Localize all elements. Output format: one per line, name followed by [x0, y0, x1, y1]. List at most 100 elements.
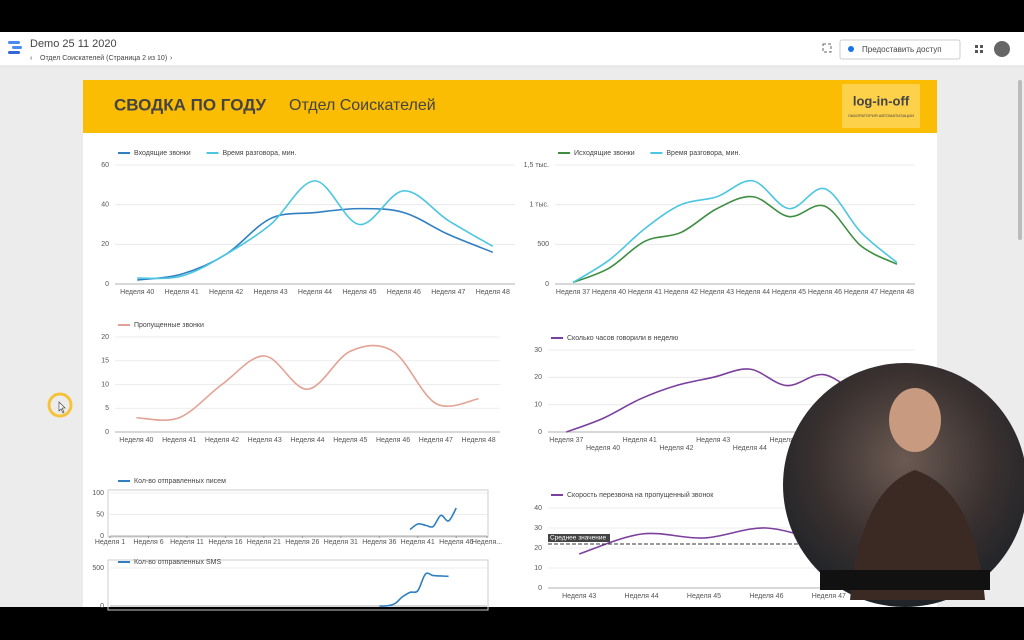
- y-tick-label: 500: [92, 565, 104, 572]
- series-line: [578, 527, 829, 555]
- x-tick-label: Неделя 40: [119, 437, 153, 444]
- x-tick-label: Неделя 42: [205, 437, 239, 444]
- x-tick-label: Неделя 46: [439, 539, 473, 546]
- x-tick-label: Неделя 43: [700, 289, 734, 296]
- x-tick-label: Неделя 41: [162, 437, 196, 444]
- x-tick-label: Неделя 44: [298, 289, 332, 296]
- logo: log-in-off: [853, 93, 910, 108]
- x-tick-label: Неделя 44: [733, 445, 767, 452]
- legend-label: Время разговора, мин.: [223, 150, 297, 157]
- y-tick-label: 60: [101, 162, 109, 169]
- series-line: [409, 507, 457, 531]
- y-tick-label: 0: [545, 281, 549, 288]
- y-tick-label: 500: [537, 241, 549, 248]
- y-tick-label: 0: [538, 429, 542, 436]
- x-tick-label: Неделя 47: [844, 289, 878, 296]
- x-tick-label: Неделя 46: [749, 593, 783, 600]
- x-tick-label: Неделя 47: [431, 289, 465, 296]
- y-tick-label: 20: [534, 545, 542, 552]
- x-tick-label: Неделя 42: [659, 445, 693, 452]
- x-tick-label: Неделя 41: [623, 437, 657, 444]
- series-line: [572, 180, 898, 284]
- x-tick-label: Неделя 36: [362, 539, 396, 546]
- y-tick-label: 100: [92, 490, 104, 497]
- scrollbar[interactable]: [1018, 80, 1022, 240]
- x-tick-label: Неделя 40: [592, 289, 626, 296]
- doc-title: Demo 25 11 2020: [30, 38, 117, 50]
- x-tick-label: Неделя 42: [209, 289, 243, 296]
- x-tick-label: Неделя 48: [476, 289, 510, 296]
- x-tick-label: Неделя 44: [290, 437, 324, 444]
- y-tick-label: 10: [101, 381, 109, 388]
- y-tick-label: 1,5 тыс.: [524, 162, 549, 169]
- report-header: [83, 80, 937, 133]
- cursor: [58, 401, 66, 414]
- reference-label-bg: [548, 534, 610, 542]
- y-tick-label: 30: [534, 347, 542, 354]
- legend-label: Время разговора, мин.: [666, 150, 740, 157]
- series-line: [572, 195, 898, 284]
- x-tick-label: Неделя 1: [95, 539, 125, 546]
- y-tick-label: 10: [534, 402, 542, 409]
- x-tick-label: Неделя 41: [401, 539, 435, 546]
- x-tick-label: Неделя 47: [419, 437, 453, 444]
- y-tick-label: 15: [101, 358, 109, 365]
- report-subtitle: Отдел Соискателей: [289, 97, 436, 114]
- legend-label: Исходящие звонки: [574, 150, 635, 157]
- apps-icon[interactable]: [975, 45, 983, 53]
- y-tick-label: 20: [101, 241, 109, 248]
- x-tick-label: Неделя 42: [664, 289, 698, 296]
- x-tick-label: Неделя 46: [808, 289, 842, 296]
- y-tick-label: 50: [96, 511, 104, 518]
- share-icon: [848, 46, 854, 52]
- cursor-highlight: [47, 392, 73, 418]
- x-tick-label: Неделя 40: [120, 289, 154, 296]
- legend-label: Кол-во отправленных SMS: [134, 559, 221, 566]
- y-tick-label: 0: [100, 533, 104, 540]
- x-tick-label: Неделя 47: [812, 593, 846, 600]
- logo-caption: ЛАБОРАТОРИЯ АВТОМАТИЗАЦИИ: [848, 113, 914, 118]
- x-tick-label: Неделя 45: [333, 437, 367, 444]
- y-tick-label: 20: [534, 374, 542, 381]
- legend-label: Входящие звонки: [134, 150, 191, 157]
- legend-label: Пропущенные звонки: [134, 322, 204, 329]
- fullscreen-icon[interactable]: [822, 43, 832, 53]
- breadcrumb-next[interactable]: ›: [170, 55, 173, 62]
- app-logo: [8, 41, 22, 54]
- logo-box: [842, 84, 920, 128]
- video-overlay: [783, 363, 1024, 607]
- x-tick-label: Неделя 44: [625, 593, 659, 600]
- y-tick-label: 40: [101, 202, 109, 209]
- x-tick-label: Неделя 37: [556, 289, 590, 296]
- x-tick-label: Неделя 26: [285, 539, 319, 546]
- x-tick-label: Неделя 16: [208, 539, 242, 546]
- series-line: [137, 207, 494, 281]
- x-tick-label: Неделя 37: [549, 437, 583, 444]
- y-tick-label: 0: [100, 603, 104, 610]
- x-tick-label: Неделя 45: [769, 437, 803, 444]
- x-tick-label: Неделя 43: [253, 289, 287, 296]
- x-tick-label: Неделя 48: [880, 289, 914, 296]
- avatar[interactable]: [994, 41, 1010, 57]
- share-button[interactable]: [839, 39, 961, 60]
- series-line: [379, 572, 449, 607]
- x-tick-label: Неделя 31: [324, 539, 358, 546]
- x-tick-label: Неделя 45: [687, 593, 721, 600]
- x-tick-label: Неделя 46: [387, 289, 421, 296]
- y-tick-label: 5: [105, 405, 109, 412]
- y-tick-label: 30: [534, 525, 542, 532]
- breadcrumb-prev[interactable]: ‹: [30, 55, 33, 62]
- y-tick-label: 20: [101, 334, 109, 341]
- y-tick-label: 10: [534, 565, 542, 572]
- y-tick-label: 0: [538, 585, 542, 592]
- x-tick-label: Неделя 46: [376, 437, 410, 444]
- series-line: [137, 180, 494, 280]
- y-tick-label: 0: [105, 429, 109, 436]
- x-tick-label: Неделя 41: [628, 289, 662, 296]
- y-tick-label: 0: [105, 281, 109, 288]
- x-tick-label: Неделя...: [472, 539, 502, 546]
- chart-frame: [107, 559, 489, 611]
- x-tick-label: Неделя 40: [586, 445, 620, 452]
